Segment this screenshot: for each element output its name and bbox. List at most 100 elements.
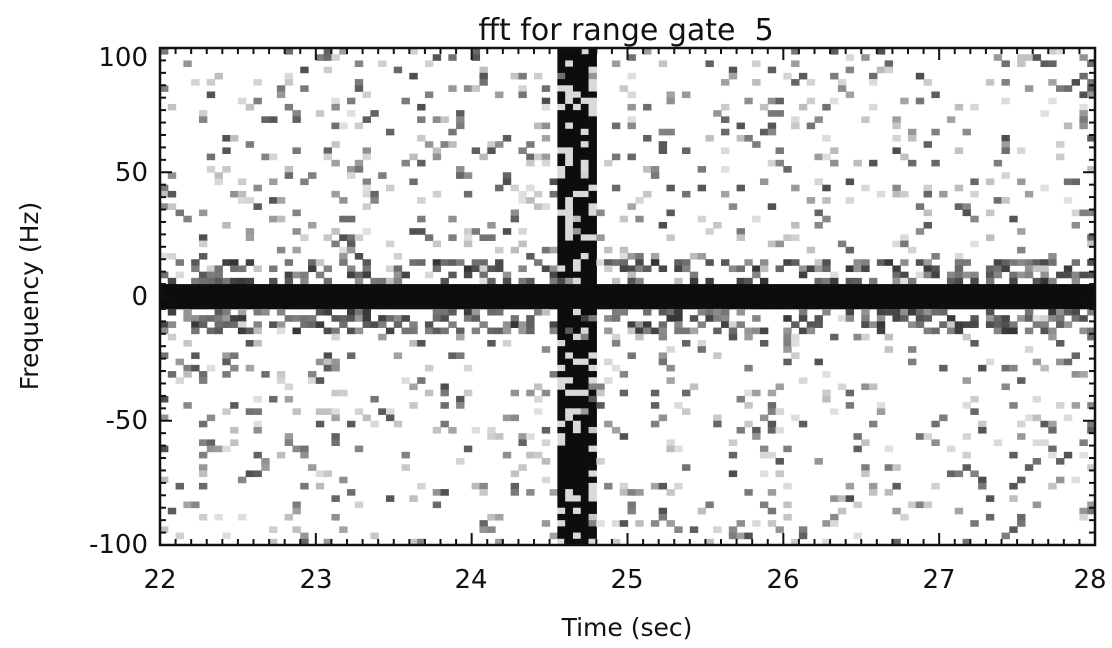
heat-cell: [985, 178, 995, 186]
heat-cell: [705, 259, 714, 266]
heat-cell: [1071, 315, 1081, 322]
heat-cell: [526, 184, 535, 192]
heat-cell: [385, 290, 395, 297]
heat-cell: [160, 284, 169, 291]
heat-cell: [409, 153, 418, 161]
heat-cell: [432, 426, 442, 434]
heat-cell: [495, 308, 504, 316]
heat-cell: [487, 339, 496, 347]
heat-cell: [627, 290, 636, 297]
heat-cell: [572, 321, 582, 328]
heat-cell: [557, 72, 566, 80]
heat-cell: [830, 296, 839, 304]
heat-cell: [736, 265, 745, 273]
heat-cell: [479, 296, 488, 304]
heat-cell: [167, 103, 177, 111]
heat-cell: [728, 72, 738, 80]
heat-cell: [1087, 271, 1096, 279]
x-axis-label: Time (sec): [561, 613, 693, 642]
heat-cell: [791, 538, 800, 546]
heat-cell: [580, 371, 590, 378]
heat-cell: [479, 302, 488, 310]
heat-cell: [510, 302, 520, 310]
heat-cell: [650, 402, 660, 409]
heat-cell: [588, 470, 597, 478]
heat-cell: [557, 489, 566, 496]
heat-cell: [884, 445, 894, 453]
heat-cell: [1063, 290, 1073, 297]
heat-cell: [1063, 321, 1073, 328]
heat-cell: [526, 302, 535, 310]
heat-cell: [962, 302, 971, 310]
heat-cell: [658, 290, 668, 297]
heat-cell: [1079, 507, 1088, 515]
heat-cell: [783, 333, 792, 341]
heat-cell: [401, 271, 410, 279]
heat-cell: [261, 464, 270, 471]
heat-cell: [682, 339, 691, 347]
heat-cell: [580, 60, 590, 68]
heat-cell: [798, 265, 808, 273]
heat-cell: [214, 327, 223, 335]
heat-cell: [978, 302, 987, 310]
heat-cell: [580, 172, 590, 179]
heat-cell: [487, 141, 496, 148]
heat-cell: [837, 495, 847, 502]
heat-cell: [1001, 327, 1010, 335]
heat-cell: [526, 197, 535, 204]
heat-cell: [495, 433, 504, 440]
heat-cell: [1063, 197, 1073, 204]
heat-cell: [635, 253, 644, 260]
heat-cell: [588, 501, 597, 509]
heat-cell: [946, 116, 956, 123]
heat-cell: [541, 520, 551, 527]
heat-cell: [752, 389, 761, 397]
heat-cell: [409, 48, 418, 55]
heat-cell: [596, 383, 605, 391]
heat-cell: [198, 116, 208, 123]
heat-cell: [876, 408, 886, 415]
heat-cell: [253, 420, 262, 428]
heat-cell: [198, 302, 208, 310]
heat-cell: [518, 197, 527, 204]
heat-cell: [572, 476, 582, 484]
heat-cell: [923, 265, 932, 273]
heat-cell: [378, 290, 387, 297]
heat-cell: [978, 482, 987, 490]
heat-cell: [347, 246, 356, 254]
heat-cell: [253, 203, 262, 210]
heat-cell: [946, 315, 956, 322]
heat-cell: [385, 284, 395, 291]
heat-cell: [269, 526, 278, 533]
heat-cell: [604, 420, 613, 428]
heat-cell: [830, 408, 839, 415]
heat-cell: [588, 147, 597, 155]
heat-cell: [487, 526, 496, 533]
heat-cell: [222, 290, 231, 297]
heat-cell: [588, 495, 597, 502]
heat-cell: [845, 290, 855, 297]
heat-cell: [814, 209, 823, 217]
heat-cell: [588, 91, 597, 99]
heat-cell: [970, 395, 979, 403]
heat-cell: [222, 445, 231, 453]
heat-cell: [1017, 147, 1026, 155]
heat-cell: [580, 532, 590, 540]
heat-cell: [417, 134, 426, 142]
heat-cell: [572, 371, 582, 378]
x-tick-labels: 22 23 24 25 26 27 28: [143, 565, 1106, 595]
heat-cell: [479, 72, 488, 80]
heat-cell: [495, 141, 504, 148]
heat-cell: [448, 308, 457, 316]
heat-cell: [401, 284, 410, 291]
heat-cell: [588, 445, 597, 453]
heat-cell: [1048, 315, 1057, 322]
heat-cell: [822, 259, 831, 266]
heat-cell: [931, 302, 940, 310]
heat-cell: [292, 315, 301, 322]
heat-cell: [440, 327, 449, 335]
heat-cell: [674, 308, 683, 316]
heat-cell: [798, 271, 808, 279]
heat-cell: [580, 166, 590, 173]
heat-cell: [300, 234, 309, 241]
